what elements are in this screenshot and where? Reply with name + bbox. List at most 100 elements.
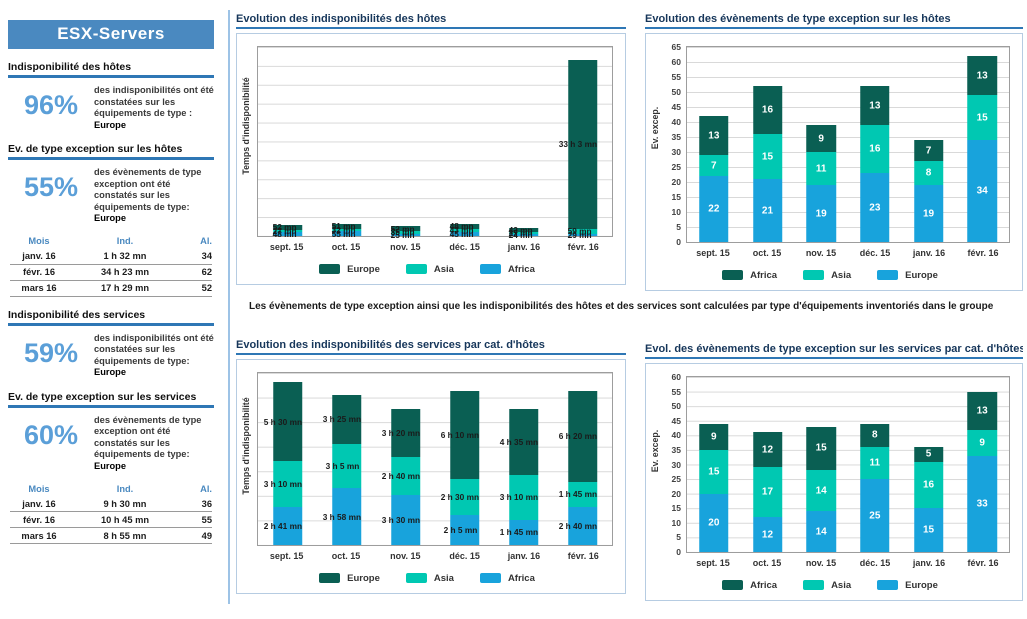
segment-asia: 3 h 10 mn (500, 474, 539, 520)
segment-label: 15 (761, 151, 774, 162)
table-cell: mars 16 (21, 530, 57, 541)
legend-swatch-icon (803, 580, 825, 590)
y-tick-label: 65 (671, 42, 681, 52)
table-cell: 17 h 29 mn (100, 283, 150, 294)
stacked-bar: 55 mn 32 mn 51 mn (331, 47, 362, 239)
table-row: mars 16 17 h 29 mn 52 (10, 281, 212, 297)
bar-group-oct--15: 3 h 58 mn 3 h 5 mn 3 h 25 mn (317, 373, 376, 545)
segment-africa: 16 (752, 86, 783, 134)
segment-label: 2 h 5 mn (443, 525, 478, 536)
x-axis: sept. 15 oct. 15 nov. 15 déc. 15 janv. 16 fév… (686, 553, 1010, 573)
segment-label: 3 h 5 mn (325, 461, 360, 472)
y-tick-label: 55 (671, 72, 681, 82)
segment-label: 22 (708, 203, 720, 215)
y-tick-label: 5 (676, 532, 681, 543)
segment-asia: 3 h 10 mn (264, 461, 303, 507)
x-axis-label: févr. 16 (967, 558, 999, 568)
type-value: Europe (94, 213, 127, 224)
legend-item-asia: Asia (803, 270, 851, 281)
segment-africa: 2 h 40 mn (559, 506, 598, 545)
segment-label: 13 (976, 405, 988, 417)
segment-europe: 34 (967, 140, 997, 242)
segment-europe: 52 mn (273, 222, 303, 232)
bar-group-janv--16: 15 16 5 (902, 377, 956, 552)
legend-swatch-icon (803, 270, 825, 280)
legend-swatch-icon (877, 580, 899, 590)
y-tick-label: 45 (671, 102, 681, 113)
bar-group-oct--15: 21 15 16 (741, 47, 795, 242)
table-cell: 10 h 45 mn (100, 514, 150, 525)
table-cell: 9 h 30 mn (103, 498, 147, 509)
table-cell: 34 (201, 251, 212, 262)
segment-africa: 13 (699, 116, 729, 155)
segment-asia: 15 (752, 134, 783, 179)
segment-label: 48 mn (449, 221, 474, 232)
description-text: des indisponibilités ont été constatées … (94, 332, 214, 366)
stacked-bar: 23 16 13 (860, 47, 890, 242)
segment-asia: 35 mn (391, 227, 421, 237)
table-header-cell: Mois (28, 236, 50, 247)
segment-africa: 29 mn (568, 230, 598, 240)
stacked-bar: 15 16 5 (913, 377, 944, 552)
y-tick-label: 15 (671, 503, 681, 514)
segment-asia: 2 h 30 mn (441, 479, 480, 516)
legend-swatch-icon (722, 270, 744, 280)
y-tick-label: 60 (671, 372, 681, 382)
x-axis: sept. 15 oct. 15 nov. 15 déc. 15 janv. 16 fév… (686, 243, 1010, 263)
chart-panel: Ev. excep. 20 15 9 12 17 12 14 14 15 25 11 8 15 16 5 33… (645, 363, 1023, 601)
segment-africa: 12 (752, 432, 783, 468)
table-cell: janv. 16 (22, 251, 56, 262)
y-tick-label: 60 (671, 57, 681, 67)
table-cell: 62 (201, 267, 212, 278)
segment-label: 3 h 58 mn (322, 511, 362, 522)
chart-panel: Temps d'indisponibilité 2 h 41 mn 3 h 10 … (236, 359, 626, 594)
segment-europe: 22 (699, 176, 729, 242)
table-cell: 36 (201, 498, 212, 509)
legend: Europe Asia Africa (241, 566, 613, 590)
stacked-bar: 24 mn 27 mn 42 mn (509, 47, 539, 240)
segment-label: 33 (976, 498, 988, 510)
segment-label: 55 mn (331, 228, 356, 239)
x-axis-label: janv. 16 (912, 558, 946, 568)
y-tick-label: 20 (671, 177, 681, 187)
segment-europe: 48 mn (449, 221, 480, 232)
segment-label: 11 (815, 163, 827, 174)
segment-label: 2 h 41 mn (263, 520, 303, 531)
stacked-bar: 2 h 41 mn 3 h 10 mn 5 h 30 mn (264, 373, 303, 545)
legend-label: Europe (905, 269, 938, 281)
y-axis-ticks: 0 5 10 15 20 25 30 35 40 45 50 55 60 (661, 372, 687, 557)
legend: Africa Asia Europe (650, 573, 1010, 597)
bar-group-oct--15: 12 17 12 (741, 377, 795, 552)
legend-item-africa: Africa (479, 573, 535, 584)
segment-label: 2 h 30 mn (440, 492, 480, 503)
x-axis-label: déc. 15 (859, 248, 891, 258)
legend-item-africa: Africa (722, 270, 777, 281)
segment-asia: 11 (806, 152, 836, 185)
table-cell: 52 (201, 283, 212, 294)
percent-value: 59% (23, 337, 79, 368)
segment-label: 24 mn (508, 229, 533, 240)
bar-group-déc--15: 25 11 8 (848, 377, 902, 552)
table-row: févr. 16 34 h 23 mn 62 (10, 265, 212, 281)
plot-area: 22 7 13 21 15 16 19 11 9 23 16 13 19 8 7 34 15 13 0 5 10 15 20… (672, 42, 1010, 247)
bar-group-nov--15: 3 h 30 mn 2 h 40 mn 3 h 20 mn (376, 373, 435, 545)
stacked-bar: 2 h 40 mn 1 h 45 mn 6 h 20 mn (559, 373, 598, 545)
stat-service-exceptions: 60% des évènements de type exception ont… (8, 415, 214, 473)
table-cell: mars 16 (21, 283, 57, 294)
segment-label: 15 (976, 112, 988, 123)
segment-label: 12 (761, 444, 774, 456)
percent-description: des évènements de type exception ont été… (94, 415, 214, 473)
bar-group-sept--15: 2 h 41 mn 3 h 10 mn 5 h 30 mn (258, 373, 317, 545)
y-tick-label: 30 (671, 459, 681, 470)
bar-group-janv--16: 1 h 45 mn 3 h 10 mn 4 h 35 mn (494, 373, 553, 545)
segment-label: 19 (815, 208, 827, 219)
plot-area: 2 h 41 mn 3 h 10 mn 5 h 30 mn 3 h 58 mn 3 h … (257, 372, 613, 546)
segment-europe: 6 h 10 mn (441, 390, 480, 480)
x-axis-label: janv. 16 (507, 551, 541, 561)
segment-label: 43 mn (449, 225, 474, 236)
y-tick-label: 20 (671, 488, 681, 499)
segment-asia: 8 (913, 161, 944, 185)
segment-label: 16 (761, 104, 774, 116)
bar-group-oct--15: 55 mn 32 mn 51 mn (317, 47, 376, 239)
x-axis-label: janv. 16 (507, 242, 541, 252)
